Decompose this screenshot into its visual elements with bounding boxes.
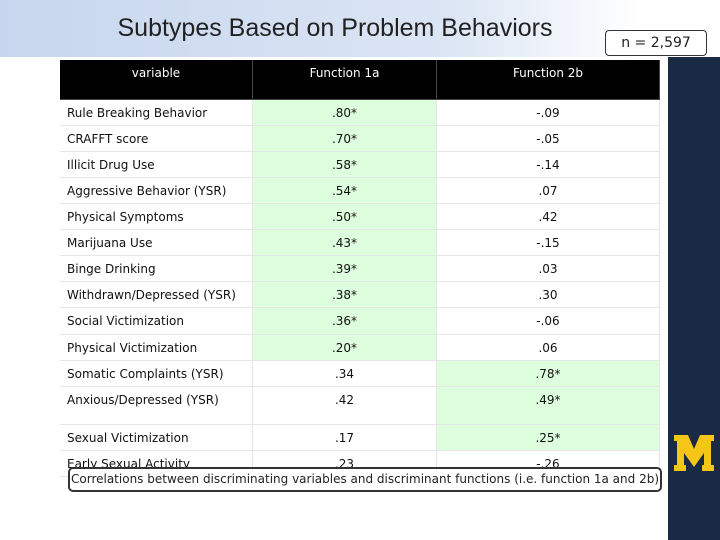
value-cell: .80* (253, 100, 437, 126)
value-cell: -.09 (437, 100, 660, 126)
value-cell: .30 (437, 282, 660, 308)
caption: Correlations between discriminating vari… (68, 467, 662, 492)
header-cell: Function 2b (437, 60, 660, 100)
value-cell: .03 (437, 256, 660, 282)
variable-cell: CRAFFT score (60, 126, 253, 152)
value-cell: .49* (437, 387, 660, 425)
variable-cell: Sexual Victimization (60, 425, 253, 451)
value-cell: .42 (253, 387, 437, 425)
value-cell: -.05 (437, 126, 660, 152)
header-cell: Function 1a (253, 60, 437, 100)
value-cell: .06 (437, 335, 660, 361)
value-cell: .43* (253, 230, 437, 256)
value-cell: .07 (437, 178, 660, 204)
variable-cell: Aggressive Behavior (YSR) (60, 178, 253, 204)
variable-cell: Somatic Complaints (YSR) (60, 361, 253, 387)
value-cell: .70* (253, 126, 437, 152)
variable-cell: Social Victimization (60, 308, 253, 335)
variable-cell: Binge Drinking (60, 256, 253, 282)
sample-size: n = 2,597 (605, 30, 707, 56)
value-cell: .36* (253, 308, 437, 335)
value-cell: -.06 (437, 308, 660, 335)
value-cell: -.15 (437, 230, 660, 256)
value-cell: .54* (253, 178, 437, 204)
value-cell: .50* (253, 204, 437, 230)
value-cell: .39* (253, 256, 437, 282)
variable-cell: Anxious/Depressed (YSR) (60, 387, 253, 425)
variable-cell: Physical Victimization (60, 335, 253, 361)
variable-cell: Physical Symptoms (60, 204, 253, 230)
side-strip (668, 57, 720, 540)
value-cell: .78* (437, 361, 660, 387)
value-cell: .20* (253, 335, 437, 361)
variable-cell: Illicit Drug Use (60, 152, 253, 178)
title: Subtypes Based on Problem Behaviors (117, 14, 553, 42)
variable-cell: Rule Breaking Behavior (60, 100, 253, 126)
value-cell: .38* (253, 282, 437, 308)
value-cell: .25* (437, 425, 660, 451)
value-cell: -.14 (437, 152, 660, 178)
value-cell: .17 (253, 425, 437, 451)
header-cell: variable (60, 60, 253, 100)
banner (0, 0, 640, 57)
logo (674, 435, 714, 471)
value-cell: .42 (437, 204, 660, 230)
variable-cell: Marijuana Use (60, 230, 253, 256)
variable-cell: Withdrawn/Depressed (YSR) (60, 282, 253, 308)
value-cell: .58* (253, 152, 437, 178)
value-cell: .34 (253, 361, 437, 387)
